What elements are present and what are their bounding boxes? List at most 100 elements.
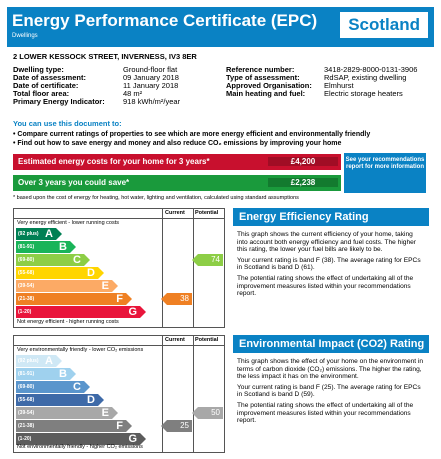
current-column-header: Current bbox=[165, 210, 185, 216]
band-arrow bbox=[126, 293, 132, 305]
band-letter: D bbox=[87, 394, 95, 406]
detail-row: Total floor area: 48 m² bbox=[13, 89, 143, 98]
potential-rating-value: 50 bbox=[211, 408, 220, 417]
environmental-impact-panel: Environmental Impact (CO2) Rating This g… bbox=[233, 335, 429, 428]
detail-row: Approved Organisation: Elmhurst bbox=[226, 81, 354, 90]
panel-paragraph: This graph shows the current efficiency … bbox=[237, 231, 417, 254]
rating-band-c: (69-80) C bbox=[16, 381, 90, 393]
recommendations-box[interactable]: See your recommendations report for more… bbox=[344, 153, 426, 193]
band-range: (39-54) bbox=[18, 410, 35, 416]
rating-band-c: (69-80) C bbox=[16, 254, 90, 266]
rating-band-d: (55-68) D bbox=[16, 267, 104, 279]
detail-row: Date of assessment: 09 January 2018 bbox=[13, 73, 179, 82]
panel-paragraph: The potential rating shows the effect of… bbox=[237, 274, 414, 298]
country-badge: Scotland bbox=[340, 12, 428, 38]
savings-label: Over 3 years you could save* bbox=[18, 178, 130, 187]
potential-rating-marker: 74 bbox=[192, 254, 223, 266]
current-rating-value: 38 bbox=[180, 294, 189, 303]
top-label: Very energy efficient - lower running co… bbox=[17, 220, 120, 226]
current-rating-value: 25 bbox=[180, 421, 189, 430]
estimated-cost-value: £4,200 bbox=[268, 157, 338, 166]
band-range: (69-80) bbox=[18, 384, 35, 390]
band-arrow bbox=[56, 355, 62, 367]
band-range: (69-80) bbox=[18, 257, 35, 263]
column-divider bbox=[162, 336, 163, 452]
rating-band-f: (21-38) F bbox=[16, 420, 132, 432]
marker-tip bbox=[192, 407, 198, 419]
band-letter: F bbox=[116, 293, 123, 305]
band-arrow bbox=[98, 267, 104, 279]
rating-band-e: (39-54) E bbox=[16, 280, 118, 292]
band-letter: E bbox=[101, 280, 109, 292]
marker-tip bbox=[192, 254, 198, 266]
top-label: Very environmentally friendly - lower CO… bbox=[17, 347, 144, 353]
estimated-cost-label: Estimated energy costs for your home for… bbox=[18, 157, 210, 166]
energy-efficiency-panel: Energy Efficiency Rating This graph show… bbox=[233, 208, 429, 301]
column-divider bbox=[162, 209, 163, 327]
band-range: (55-68) bbox=[18, 397, 35, 403]
estimated-cost-row: Estimated energy costs for your home for… bbox=[13, 154, 341, 170]
detail-row: Date of certificate: 11 January 2018 bbox=[13, 81, 179, 90]
rating-band-e: (39-54) E bbox=[16, 407, 118, 419]
rating-band-f: (21-38) F bbox=[16, 293, 132, 305]
band-range: (81-91) bbox=[18, 371, 35, 377]
current-rating-marker: 25 bbox=[161, 420, 192, 432]
panel-title: Environmental Impact (CO2) Rating bbox=[233, 335, 429, 353]
panel-paragraph: Your current rating is band F (38). The … bbox=[237, 256, 421, 272]
detail-row: Type of assessment: RdSAP, existing dwell… bbox=[226, 73, 407, 82]
detail-row: Reference number: 3418-2829-8000-0131-390… bbox=[226, 65, 418, 74]
band-letter: F bbox=[116, 420, 123, 432]
details-left: Dwelling type: Ground-floor flat Date of … bbox=[13, 66, 180, 106]
environmental-impact-chart: Current Potential Very environmentally f… bbox=[13, 335, 225, 453]
detail-row: Primary Energy Indicator: 918 kWh/m²/year bbox=[13, 97, 181, 106]
band-arrow bbox=[70, 241, 76, 253]
rating-band-d: (55-68) D bbox=[16, 394, 104, 406]
use-heading: You can use this document to: bbox=[13, 119, 122, 128]
header-subtitle: Dwellings bbox=[12, 33, 38, 39]
header-divider bbox=[14, 218, 224, 219]
rating-band-g: (1-20) G bbox=[16, 306, 146, 318]
band-letter: G bbox=[128, 433, 137, 445]
panel-title: Energy Efficiency Rating bbox=[233, 208, 429, 226]
band-range: (21-38) bbox=[18, 296, 35, 302]
band-letter: C bbox=[73, 381, 81, 393]
band-arrow bbox=[70, 368, 76, 380]
band-arrow bbox=[126, 420, 132, 432]
header-title: Energy Performance Certificate (EPC) bbox=[12, 11, 318, 30]
band-arrow bbox=[56, 228, 62, 240]
rating-band-b: (81-91) B bbox=[16, 241, 76, 253]
band-letter: D bbox=[87, 267, 95, 279]
band-letter: B bbox=[59, 368, 67, 380]
band-letter: G bbox=[128, 306, 137, 318]
band-arrow bbox=[140, 306, 146, 318]
marker-tip bbox=[161, 420, 167, 432]
details-right: Reference number: 3418-2829-8000-0131-390… bbox=[226, 66, 417, 98]
band-arrow bbox=[98, 394, 104, 406]
band-range: (1-20) bbox=[18, 309, 32, 315]
band-letter: A bbox=[45, 355, 53, 367]
panel-text: This graph shows the current efficiency … bbox=[233, 226, 429, 298]
panel-paragraph: Your current rating is band F (25). The … bbox=[237, 383, 421, 399]
savings-row: Over 3 years you could save* £2,238 bbox=[13, 175, 341, 191]
bullet-item: • Compare current ratings of properties … bbox=[13, 131, 371, 138]
band-letter: C bbox=[73, 254, 81, 266]
detail-row: Main heating and fuel: Electric storage h… bbox=[226, 89, 403, 98]
band-range: (92 plus) bbox=[18, 358, 39, 364]
band-arrow bbox=[84, 381, 90, 393]
epc-header: Energy Performance Certificate (EPC) Dwe… bbox=[7, 7, 434, 47]
band-range: (55-68) bbox=[18, 270, 35, 276]
band-range: (81-91) bbox=[18, 244, 35, 250]
band-range: (92 plus) bbox=[18, 231, 39, 237]
rating-band-a: (92 plus) A bbox=[16, 228, 62, 240]
band-letter: E bbox=[101, 407, 109, 419]
band-letter: B bbox=[59, 241, 67, 253]
potential-rating-marker: 50 bbox=[192, 407, 223, 419]
cost-footnote: * based upon the cost of energy for heat… bbox=[13, 195, 299, 201]
band-arrow bbox=[112, 407, 118, 419]
property-address: 2 LOWER KESSOCK STREET, INVERNESS, IV3 8… bbox=[13, 52, 197, 61]
potential-column-header: Potential bbox=[195, 210, 219, 216]
band-range: (39-54) bbox=[18, 283, 35, 289]
savings-value: £2,238 bbox=[268, 178, 338, 187]
rating-band-a: (92 plus) A bbox=[16, 355, 62, 367]
band-arrow bbox=[140, 433, 146, 445]
